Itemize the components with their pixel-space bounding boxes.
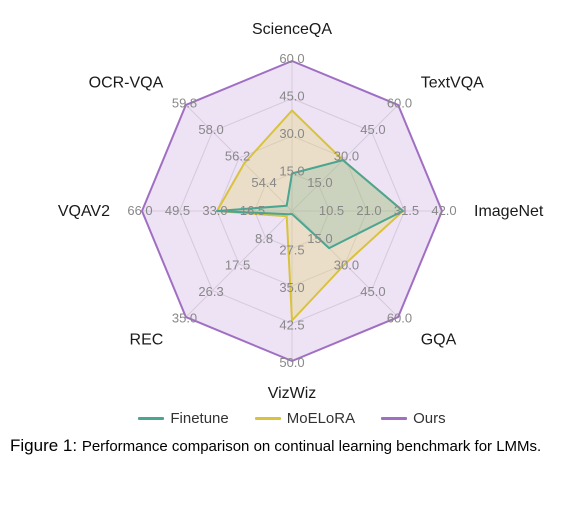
legend-label: Finetune bbox=[170, 410, 228, 427]
legend-swatch bbox=[255, 417, 281, 420]
legend-item-ours: Ours bbox=[381, 410, 446, 427]
svg-text:60.0: 60.0 bbox=[279, 51, 304, 66]
caption-text: Performance comparison on continual lear… bbox=[82, 438, 541, 455]
figure-caption: Figure 1: Performance comparison on cont… bbox=[10, 435, 574, 457]
svg-text:45.0: 45.0 bbox=[279, 89, 304, 104]
svg-text:15.0: 15.0 bbox=[307, 231, 332, 246]
svg-text:26.3: 26.3 bbox=[198, 284, 223, 299]
svg-text:60.0: 60.0 bbox=[387, 310, 412, 325]
svg-text:45.0: 45.0 bbox=[360, 284, 385, 299]
svg-text:54.4: 54.4 bbox=[251, 175, 276, 190]
legend-swatch bbox=[381, 417, 407, 420]
svg-text:66.0: 66.0 bbox=[127, 203, 152, 218]
svg-text:45.0: 45.0 bbox=[360, 122, 385, 137]
legend: Finetune MoELoRA Ours bbox=[10, 410, 574, 427]
svg-text:42.0: 42.0 bbox=[431, 203, 456, 218]
svg-text:16.5: 16.5 bbox=[240, 203, 265, 218]
svg-text:59.8: 59.8 bbox=[172, 96, 197, 111]
svg-text:17.5: 17.5 bbox=[225, 257, 250, 272]
svg-text:58.0: 58.0 bbox=[198, 122, 223, 137]
svg-text:15.0: 15.0 bbox=[307, 175, 332, 190]
svg-text:REC: REC bbox=[130, 332, 164, 349]
svg-text:50.0: 50.0 bbox=[279, 355, 304, 370]
legend-item-finetune: Finetune bbox=[138, 410, 228, 427]
svg-text:15.0: 15.0 bbox=[279, 164, 304, 179]
svg-text:31.5: 31.5 bbox=[394, 203, 419, 218]
svg-text:8.8: 8.8 bbox=[255, 231, 273, 246]
svg-text:TextVQA: TextVQA bbox=[421, 74, 484, 91]
legend-swatch bbox=[138, 417, 164, 420]
caption-prefix: Figure 1: bbox=[10, 436, 77, 455]
svg-text:42.5: 42.5 bbox=[279, 318, 304, 333]
svg-text:27.5: 27.5 bbox=[279, 243, 304, 258]
svg-text:VQAV2: VQAV2 bbox=[58, 203, 110, 220]
svg-text:30.0: 30.0 bbox=[334, 149, 359, 164]
svg-text:ScienceQA: ScienceQA bbox=[252, 21, 332, 38]
svg-text:10.5: 10.5 bbox=[319, 203, 344, 218]
svg-text:VizWiz: VizWiz bbox=[268, 385, 317, 402]
svg-text:21.0: 21.0 bbox=[356, 203, 381, 218]
legend-item-moelora: MoELoRA bbox=[255, 410, 355, 427]
svg-text:OCR-VQA: OCR-VQA bbox=[89, 74, 164, 91]
legend-label: MoELoRA bbox=[287, 410, 355, 427]
radar-chart: 15.030.045.060.015.030.045.060.010.521.0… bbox=[10, 6, 574, 406]
svg-text:33.0: 33.0 bbox=[202, 203, 227, 218]
svg-text:30.0: 30.0 bbox=[279, 126, 304, 141]
svg-text:GQA: GQA bbox=[421, 332, 457, 349]
svg-text:49.5: 49.5 bbox=[165, 203, 190, 218]
svg-text:ImageNet: ImageNet bbox=[474, 203, 544, 220]
svg-text:35.0: 35.0 bbox=[172, 310, 197, 325]
svg-text:35.0: 35.0 bbox=[279, 280, 304, 295]
svg-text:56.2: 56.2 bbox=[225, 149, 250, 164]
svg-text:60.0: 60.0 bbox=[387, 96, 412, 111]
legend-label: Ours bbox=[413, 410, 446, 427]
svg-text:30.0: 30.0 bbox=[334, 257, 359, 272]
